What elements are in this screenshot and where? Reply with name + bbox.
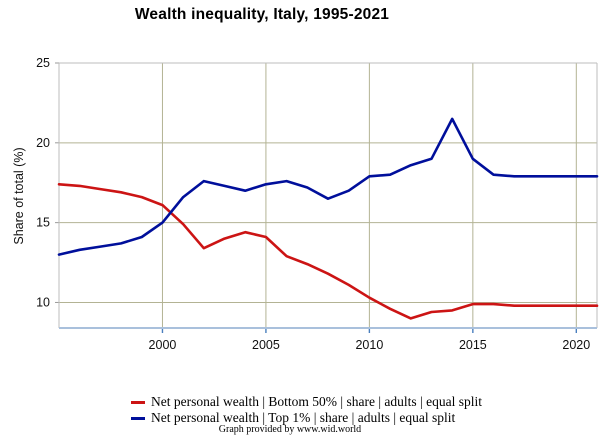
legend-swatch-bottom50-icon xyxy=(131,400,145,404)
legend: Net personal wealth | Bottom 50% | share… xyxy=(131,394,482,426)
y-tick-label: 25 xyxy=(36,56,50,70)
legend-item-top1: Net personal wealth | Top 1% | share | a… xyxy=(131,410,482,426)
x-tick-label: 2000 xyxy=(149,338,177,352)
footer-credit: Graph provided by www.wid.world xyxy=(218,424,362,435)
x-tick-label: 2020 xyxy=(562,338,590,352)
x-tick-label: 2005 xyxy=(252,338,280,352)
legend-swatch-top1-icon xyxy=(131,416,145,420)
y-tick-label: 20 xyxy=(36,136,50,150)
series-line-top1 xyxy=(57,117,599,256)
plot-area xyxy=(59,63,597,328)
legend-label-bottom50: Net personal wealth | Bottom 50% | share… xyxy=(151,394,482,409)
x-tick-label: 2010 xyxy=(355,338,383,352)
y-tick-label: 15 xyxy=(36,216,50,230)
legend-label-top1: Net personal wealth | Top 1% | share | a… xyxy=(151,410,456,425)
y-tick-label: 10 xyxy=(36,295,50,309)
chart-title: Wealth inequality, Italy, 1995-2021 xyxy=(134,6,390,23)
legend-item-bottom50: Net personal wealth | Bottom 50% | share… xyxy=(131,394,482,410)
x-tick-label: 2015 xyxy=(459,338,487,352)
series-line-bottom50 xyxy=(57,183,599,320)
